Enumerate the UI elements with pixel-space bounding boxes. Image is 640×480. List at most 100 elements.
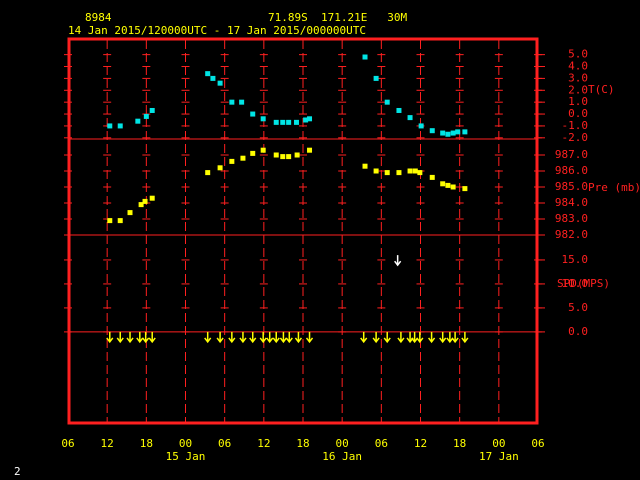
data-point bbox=[149, 107, 155, 113]
y-tick-label: 986.0 bbox=[555, 164, 588, 177]
x-tick-label: 18 bbox=[140, 437, 153, 450]
y-tick-label: 0.0 bbox=[568, 107, 588, 120]
y-axis-label: SPD(MPS) bbox=[557, 277, 610, 290]
data-point bbox=[407, 115, 413, 121]
station-id: 8984 bbox=[85, 11, 112, 24]
y-tick-label: 985.0 bbox=[555, 180, 588, 193]
wind-arrow bbox=[204, 331, 212, 344]
data-point bbox=[217, 80, 223, 86]
y-tick-label: -1.0 bbox=[562, 119, 589, 132]
data-point bbox=[429, 174, 435, 180]
y-tick-label: 4.0 bbox=[568, 60, 588, 73]
x-tick-label: 12 bbox=[257, 437, 270, 450]
wind-arrow bbox=[406, 331, 414, 344]
wind-arrow bbox=[239, 331, 247, 344]
data-point bbox=[462, 186, 468, 192]
x-tick-label: 06 bbox=[218, 437, 231, 450]
data-point bbox=[455, 129, 461, 135]
data-point bbox=[407, 168, 413, 174]
data-point bbox=[127, 210, 133, 216]
y-tick-label: -2.0 bbox=[562, 131, 589, 144]
data-point bbox=[117, 123, 123, 129]
x-tick-label: 00 bbox=[179, 437, 192, 450]
x-tick-label: 00 bbox=[336, 437, 349, 450]
data-point bbox=[240, 155, 246, 161]
data-point bbox=[260, 147, 266, 153]
wind-arrow bbox=[116, 331, 124, 344]
wind-arrow bbox=[394, 255, 402, 267]
wind-arrow bbox=[360, 331, 368, 344]
data-point bbox=[384, 170, 390, 176]
data-point bbox=[142, 198, 148, 204]
data-point bbox=[384, 99, 390, 105]
data-point bbox=[138, 202, 144, 208]
data-point bbox=[135, 118, 141, 124]
x-tick-label: 00 bbox=[492, 437, 505, 450]
y-tick-label: 983.0 bbox=[555, 212, 588, 225]
x-tick-label: 18 bbox=[453, 437, 466, 450]
data-point bbox=[250, 111, 256, 117]
wind-arrow bbox=[279, 331, 288, 344]
y-tick-label: 5.0 bbox=[568, 301, 588, 314]
data-point bbox=[217, 165, 223, 171]
wind-arrow bbox=[416, 331, 424, 344]
data-point bbox=[210, 75, 216, 81]
data-point bbox=[418, 123, 424, 129]
wind-arrow bbox=[259, 331, 267, 344]
data-point bbox=[373, 168, 379, 174]
data-point bbox=[450, 184, 456, 190]
wind-arrow bbox=[142, 331, 150, 344]
wind-arrow bbox=[148, 331, 156, 344]
data-point bbox=[440, 130, 446, 136]
data-point bbox=[205, 170, 211, 176]
y-tick-label: 0.0 bbox=[568, 325, 588, 338]
wind-arrow bbox=[266, 331, 274, 344]
data-point bbox=[286, 119, 292, 125]
data-point bbox=[373, 75, 379, 81]
period: 14 Jan 2015/120000UTC - 17 Jan 2015/0000… bbox=[68, 24, 366, 37]
station-location: 71.89S 171.21E 30M bbox=[268, 11, 407, 24]
data-point bbox=[260, 116, 266, 122]
wind-arrow bbox=[439, 331, 447, 344]
data-point bbox=[205, 71, 211, 77]
data-point bbox=[362, 163, 368, 169]
data-point bbox=[143, 113, 149, 119]
wind-arrow bbox=[106, 331, 114, 344]
wind-arrow bbox=[126, 331, 134, 344]
data-point bbox=[429, 128, 435, 134]
data-point bbox=[107, 123, 113, 129]
wind-arrow bbox=[446, 331, 454, 344]
y-tick-label: 984.0 bbox=[555, 196, 588, 209]
data-point bbox=[250, 150, 256, 156]
data-point bbox=[462, 129, 468, 135]
y-tick-label: 1.0 bbox=[568, 95, 588, 108]
data-point bbox=[293, 119, 299, 125]
data-point bbox=[412, 168, 418, 174]
wind-arrow bbox=[397, 331, 405, 344]
data-point bbox=[117, 218, 123, 224]
wind-arrow bbox=[228, 331, 236, 344]
data-point bbox=[280, 154, 286, 160]
wind-arrow bbox=[216, 331, 224, 344]
data-point bbox=[445, 182, 451, 188]
data-point bbox=[229, 158, 235, 164]
data-point bbox=[440, 181, 446, 187]
page-number: 2 bbox=[14, 465, 21, 478]
wind-arrow bbox=[305, 331, 314, 344]
wind-arrow bbox=[249, 331, 257, 344]
wind-arrow bbox=[294, 331, 303, 344]
y-tick-label: 982.0 bbox=[555, 228, 588, 241]
x-tick-label: 06 bbox=[61, 437, 74, 450]
data-point bbox=[450, 130, 456, 136]
data-point bbox=[149, 195, 155, 201]
data-point bbox=[294, 152, 300, 158]
date-label: 16 Jan bbox=[322, 450, 362, 463]
data-point bbox=[280, 119, 286, 125]
wind-arrow bbox=[272, 331, 280, 344]
wind-arrow bbox=[451, 331, 459, 344]
data-point bbox=[229, 99, 235, 105]
date-label: 15 Jan bbox=[166, 450, 206, 463]
data-point bbox=[303, 117, 309, 123]
wind-arrow bbox=[136, 331, 144, 344]
